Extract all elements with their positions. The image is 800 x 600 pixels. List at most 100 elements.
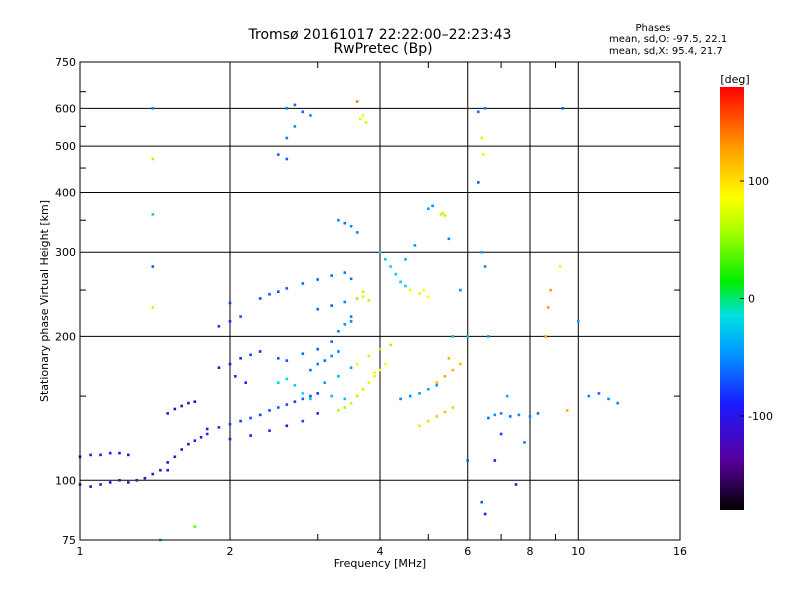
data-point [483,107,487,110]
data-point [301,392,305,395]
data-point [483,265,487,268]
data-point [487,335,490,338]
data-point [239,315,242,318]
data-point [330,354,333,358]
data-point [205,432,209,436]
data-point [459,288,462,292]
data-point [349,320,353,323]
data-point [285,136,289,140]
data-point [459,362,462,366]
data-point [301,110,305,114]
data-point [499,432,503,436]
data-point [477,181,480,184]
data-point [285,424,289,428]
data-point [404,284,407,288]
data-point [443,375,447,378]
data-point [193,439,197,442]
data-point [234,375,237,378]
y-tick-label: 500 [55,140,76,153]
y-tick-label: 100 [55,474,76,487]
data-point [355,362,359,366]
data-points [78,100,619,542]
data-point [435,381,439,384]
data-point [228,320,232,323]
x-tick-label: 16 [673,545,687,558]
data-point [435,415,439,418]
data-point [355,297,359,300]
data-point [378,368,382,372]
data-point [427,207,430,210]
data-point [487,416,490,420]
data-point [316,412,319,415]
data-point [577,320,580,323]
data-point [285,377,289,381]
data-point [268,429,271,432]
data-point [316,347,319,351]
data-point [151,107,155,110]
stats-title: Phases [635,23,670,34]
data-point [285,359,289,362]
data-point [349,401,353,405]
data-point [228,301,232,305]
data-point [285,157,289,161]
data-point [316,278,319,281]
data-point [293,400,297,403]
data-point [343,221,347,225]
data-point [301,282,305,285]
data-point [422,288,426,292]
data-point [228,422,232,426]
data-point [418,292,421,295]
data-point [528,415,532,418]
data-point [355,231,359,234]
data-point [187,442,190,446]
data-point [173,455,177,459]
data-point [427,419,430,423]
data-point [514,483,518,486]
y-tick-label: 750 [55,56,76,69]
data-point [343,271,347,274]
data-point [523,441,526,444]
data-point [244,381,247,384]
data-point [367,381,371,384]
data-point [258,297,262,300]
data-point [408,288,412,292]
x-tick-label: 4 [377,545,384,558]
data-point [330,274,333,277]
data-point [378,347,382,351]
data-point [301,419,305,423]
data-point [477,110,480,114]
data-point [349,224,353,228]
data-point [349,366,353,369]
data-point [451,406,455,409]
axis-ticks: 1 2 4 6 8 10 16 75 100 200 300 400 500 600 750 [55,56,687,558]
data-point [466,459,469,462]
data-point [384,362,387,366]
data-point [309,114,312,117]
data-point [205,427,209,431]
data-point [427,388,430,391]
data-point [367,299,371,302]
data-point [439,213,443,216]
data-point [285,107,289,110]
data-point [337,218,340,222]
data-point [447,237,451,241]
x-tick-label: 8 [527,545,534,558]
x-tick-label: 2 [227,545,234,558]
data-point [151,213,155,216]
colorbar-ticks: 100 0 -100 [740,175,773,423]
data-point [337,375,340,378]
data-point [166,468,169,472]
data-point [89,453,92,457]
data-point [249,434,252,437]
data-point [361,290,365,293]
x-tick-label: 10 [571,545,585,558]
data-point [135,479,139,482]
data-point [408,394,412,398]
data-point [193,400,197,403]
data-point [607,397,610,401]
data-point [394,272,397,276]
data-point [373,375,376,378]
data-point [309,368,312,372]
chart-subtitle: RwPretec (Bp) [333,41,432,57]
data-point [616,401,619,405]
